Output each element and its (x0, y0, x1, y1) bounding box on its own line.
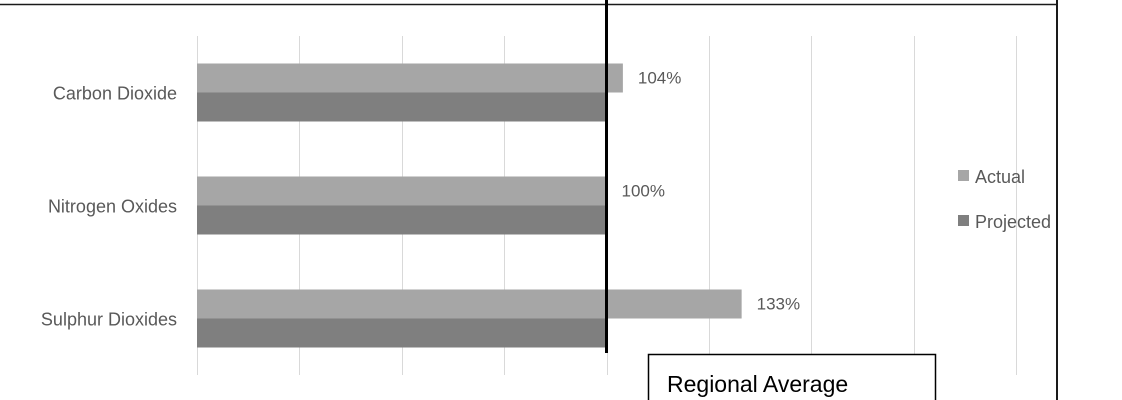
bar-actual-nitrogen-oxides (197, 176, 607, 206)
data-label-sulphur-dioxides: 133% (757, 295, 800, 314)
bars (197, 63, 742, 348)
data-label-carbon-dioxide: 104% (638, 69, 681, 88)
legend-swatch-projected (958, 215, 969, 226)
category-label-nitrogen-oxides: Nitrogen Oxides (48, 197, 177, 217)
regional-average-annotation: Regional Average (647, 353, 937, 400)
legend: Actual Projected (958, 167, 1051, 232)
data-labels: 104% 100% 133% (622, 69, 801, 314)
annotation-label: Regional Average (667, 371, 848, 397)
bar-actual-sulphur-dioxides (197, 289, 742, 319)
category-label-carbon-dioxide: Carbon Dioxide (53, 84, 177, 104)
legend-swatch-actual (958, 170, 969, 181)
category-labels: Carbon Dioxide Nitrogen Oxides Sulphur Dio… (41, 84, 177, 330)
bar-projected-sulphur-dioxides (197, 318, 607, 348)
bar-projected-carbon-dioxide (197, 92, 607, 122)
legend-label-projected: Projected (975, 212, 1051, 232)
legend-label-actual: Actual (975, 167, 1025, 187)
data-label-nitrogen-oxides: 100% (622, 182, 665, 201)
bar-actual-carbon-dioxide (197, 63, 623, 93)
bar-projected-nitrogen-oxides (197, 205, 607, 235)
annotation-box (647, 353, 937, 400)
category-label-sulphur-dioxides: Sulphur Dioxides (41, 310, 177, 330)
chart-frame (0, 0, 1058, 400)
